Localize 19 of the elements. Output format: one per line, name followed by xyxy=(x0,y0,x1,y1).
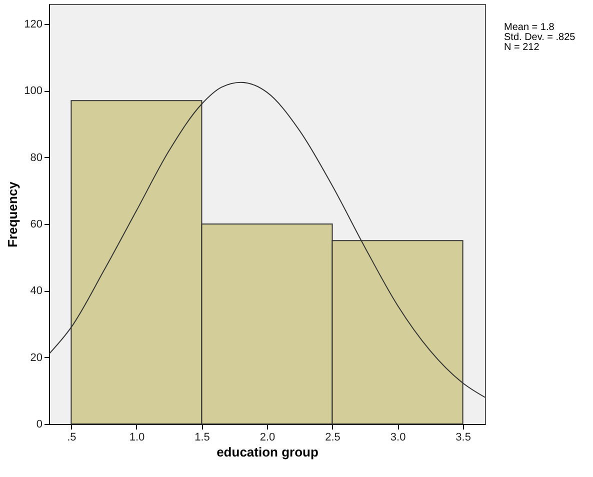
x-tick-label: 3.0 xyxy=(390,432,406,444)
text: Mean = 1.8 xyxy=(504,22,556,33)
y-tick-label: 20 xyxy=(30,352,42,364)
x-tick-label: 1.5 xyxy=(194,432,210,444)
y-tick-label: 120 xyxy=(24,18,42,30)
x-axis-title: education group xyxy=(216,444,318,460)
x-tick-label: 2.5 xyxy=(325,432,340,444)
x-tick-label: 3.5 xyxy=(456,432,471,444)
text: N = 212 xyxy=(504,42,540,53)
text: Std. Dev. = .825 xyxy=(504,32,576,43)
x-tick-label: 1.0 xyxy=(129,432,145,444)
x-tick-label: .5 xyxy=(67,432,76,444)
x-tick-label: 2.0 xyxy=(260,432,276,444)
y-tick-label: 80 xyxy=(30,152,42,164)
y-tick-label: 100 xyxy=(24,85,42,98)
y-tick-label: 40 xyxy=(30,285,42,298)
y-axis-title: Frequency xyxy=(5,180,20,248)
y-tick-label: 0 xyxy=(36,418,42,430)
y-tick-label: 60 xyxy=(30,218,42,230)
